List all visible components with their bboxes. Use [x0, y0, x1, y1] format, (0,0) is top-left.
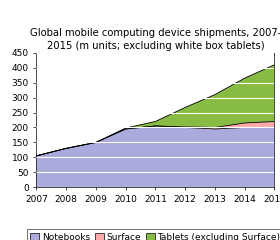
Title: Global mobile computing device shipments, 2007-
2015 (m units; excluding white b: Global mobile computing device shipments… [30, 28, 280, 51]
Legend: Notebooks, Surface, Tablets (excluding Surface): Notebooks, Surface, Tablets (excluding S… [27, 229, 280, 240]
